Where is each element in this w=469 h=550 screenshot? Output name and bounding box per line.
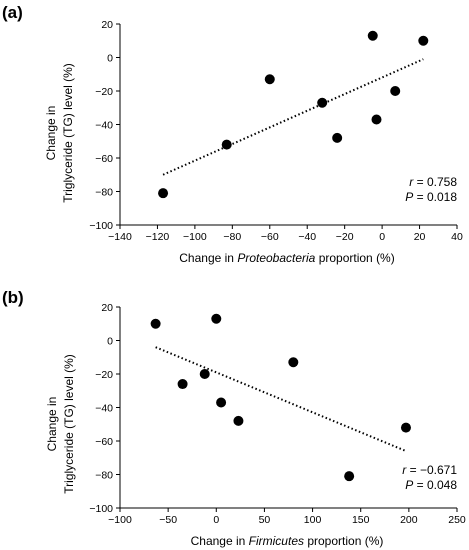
panel-b-x-axis: −100 −50 0 50 100 150 200 250 xyxy=(108,507,466,526)
panel-a-y-title-line2: Triglyceride (TG) level (%) xyxy=(61,63,75,203)
panel-a-data-point xyxy=(418,35,429,46)
panel-b-y-tick-label: −80 xyxy=(95,469,113,481)
panel-b-x-tick-label: 150 xyxy=(352,514,370,526)
panel-a-y-tick-label: 0 xyxy=(107,52,113,64)
panel-a-y-tick-label: −40 xyxy=(95,119,113,131)
panel-b-data-point xyxy=(344,471,355,482)
panel-a-data-point xyxy=(332,132,343,143)
panel-b-x-tick-label: 250 xyxy=(448,514,466,526)
panel-b-data-point xyxy=(400,422,411,433)
panel-b: (b) 200−20−40−60−80−100 −100 −50 0 50 100 150… xyxy=(2,288,466,548)
panel-a-y-axis: 20 0 −20 −40 −60 −80 −100 xyxy=(89,19,121,232)
panel-b-y-title-line2: Triglyceride (TG) level (%) xyxy=(62,354,76,494)
panel-b-points xyxy=(150,313,411,482)
panel-b-label: (b) xyxy=(2,288,24,307)
panel-b-p-stat: P = 0.048 xyxy=(405,478,457,492)
panel-a-x-tick-label: 0 xyxy=(379,231,385,243)
panel-b-y-tick-label: 20 xyxy=(101,302,113,314)
panel-b-data-point xyxy=(211,313,222,324)
panel-a-p-stat: P = 0.018 xyxy=(405,190,457,204)
panel-a-data-point xyxy=(317,97,328,108)
panel-a-trendline xyxy=(162,58,424,176)
panel-a-x-tick-label: −120 xyxy=(146,231,170,243)
panel-b-y-tick-label: −100 xyxy=(89,503,113,515)
panel-b-x-tick-label: −50 xyxy=(159,514,177,526)
panel-a-x-tick-label: −20 xyxy=(336,231,354,243)
panel-b-x-title: Change in Firmicutes proportion (%) xyxy=(191,534,384,548)
panel-a-y-tick-label: −60 xyxy=(95,153,113,165)
panel-a-r-stat: r = 0.758 xyxy=(409,175,457,189)
panel-b-x-tick-label: 0 xyxy=(213,514,219,526)
panel-b-y-tick-label: −60 xyxy=(95,436,113,448)
panel-a-x-tick-label: 20 xyxy=(414,231,426,243)
panel-b-data-point xyxy=(177,379,188,390)
panel-b-y-tick-label: −20 xyxy=(95,369,113,381)
panel-b-x-tick-label: 200 xyxy=(400,514,418,526)
panel-a-y-tick-label: −80 xyxy=(95,186,113,198)
panel-a-y-tick-label: 20 xyxy=(101,19,113,31)
panel-b-x-tick-label: −100 xyxy=(108,514,132,526)
panel-a-y-tick-label: −100 xyxy=(89,220,113,232)
panel-a-data-point xyxy=(221,139,232,150)
panel-b-data-point xyxy=(288,357,299,368)
panel-a-y-tick-label: −20 xyxy=(95,86,113,98)
panel-a-data-point xyxy=(390,86,401,96)
panel-b-data-point xyxy=(150,318,161,329)
panel-a-x-title: Change in Proteobacteria proportion (%) xyxy=(179,251,394,265)
panel-a-data-point xyxy=(367,30,378,41)
panel-a-x-tick-label: −100 xyxy=(183,231,207,243)
panel-a-x-tick-label: −80 xyxy=(223,231,241,243)
panel-a-x-axis: −140 −120 −100 −80 −60 −40 −20 0 20 40 xyxy=(108,224,463,243)
panel-b-trendline-path xyxy=(155,346,407,452)
panel-a-label: (a) xyxy=(2,3,23,22)
panel-b-y-title-line1: Change in xyxy=(45,397,59,452)
panel-a-x-tick-label: −40 xyxy=(298,231,316,243)
panel-b-data-point xyxy=(216,397,227,408)
panel-a-x-tick-label: 40 xyxy=(451,231,463,243)
panel-a-data-point xyxy=(264,74,275,85)
panel-b-y-tick-label: 0 xyxy=(107,335,113,347)
panel-a-trendline-path xyxy=(162,58,424,176)
panel-a-data-point xyxy=(371,114,382,125)
panel-b-data-point xyxy=(233,415,244,426)
panel-b-y-tick-label: −40 xyxy=(95,402,113,414)
panel-a-x-tick-label: −140 xyxy=(108,231,132,243)
panel-b-y-axis: 20 0 −20 −40 −60 −80 −100 xyxy=(89,302,121,515)
panel-a-points xyxy=(158,30,429,199)
panel-a-x-tick-label: −60 xyxy=(261,231,279,243)
panel-a-data-point xyxy=(158,188,169,199)
panel-b-x-tick-label: 50 xyxy=(259,514,271,526)
panel-a-y-title-line1: Change in xyxy=(44,106,58,161)
panel-b-data-point xyxy=(199,369,210,379)
panel-b-x-tick-label: 100 xyxy=(304,514,322,526)
panel-b-trendline xyxy=(155,346,407,452)
panel-b-r-stat: r = −0.671 xyxy=(402,463,457,477)
panel-a: (a) 200−20−40−60−80−100 −140 −120 −100 −80−… xyxy=(2,3,463,265)
